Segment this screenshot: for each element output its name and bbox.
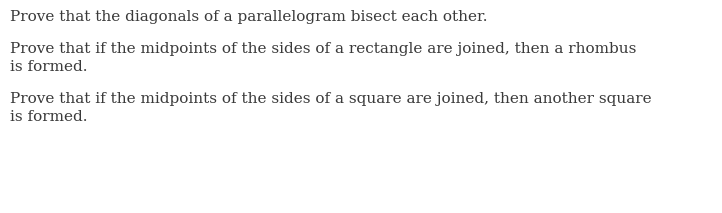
Text: Prove that if the midpoints of the sides of a square are joined, then another sq: Prove that if the midpoints of the sides… [10, 92, 652, 106]
Text: is formed.: is formed. [10, 110, 87, 124]
Text: Prove that if the midpoints of the sides of a rectangle are joined, then a rhomb: Prove that if the midpoints of the sides… [10, 42, 636, 56]
Text: Prove that the diagonals of a parallelogram bisect each other.: Prove that the diagonals of a parallelog… [10, 10, 487, 24]
Text: is formed.: is formed. [10, 60, 87, 74]
